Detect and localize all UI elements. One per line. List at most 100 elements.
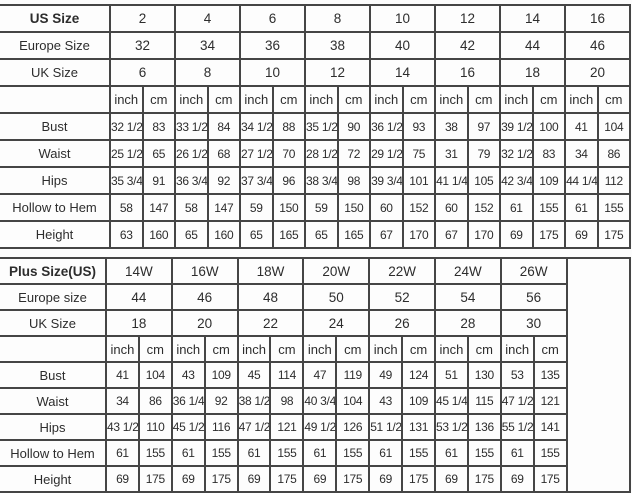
measurement-row: Hips 43 1/2 110 45 1/2 116 47 1/2 121 49 1/2 126… [0, 413, 630, 441]
unit-header-cell: cm [203, 335, 239, 363]
measurement-inch-cell: 61 [499, 193, 534, 222]
measurement-label: Bust [0, 361, 107, 389]
measurement-cm-cell: 116 [203, 413, 239, 441]
measurement-inch-cell: 47 1/2 [499, 387, 535, 415]
measurement-cm-cell: 175 [532, 465, 568, 493]
measurement-cm-cell: 114 [269, 361, 305, 389]
measurement-cm-cell: 70 [271, 139, 307, 168]
measurement-cm-cell: 147 [141, 193, 177, 222]
unit-header-cell: cm [466, 85, 502, 114]
measurement-inch-cell: 69 [170, 465, 206, 493]
europe-size-cell: 34 [174, 31, 242, 60]
measurement-inch-cell: 65 [174, 220, 209, 249]
measurement-cm-cell: 130 [466, 361, 502, 389]
measurement-cm-cell: 155 [401, 439, 436, 467]
measurement-cm-cell: 101 [401, 166, 437, 195]
uk-size-cell: 10 [239, 58, 307, 87]
measurement-inch-cell: 29 1/2 [369, 139, 404, 168]
europe-size-cell: 38 [304, 31, 372, 60]
uk-size-cell: 14 [369, 58, 437, 87]
measurement-cm-cell: 175 [269, 465, 305, 493]
europe-size-cell: 32 [108, 31, 177, 60]
size-header-cell: 14 [499, 4, 567, 33]
europe-size-row: Europe size 44 46 48 50 52 54 56 [0, 283, 630, 311]
measurement-inch-cell: 65 [239, 220, 274, 249]
unit-header-row: inch cm inch cm inch cm inch cm inch cm inch cm inch… [0, 335, 630, 363]
measurement-inch-cell: 43 [170, 361, 206, 389]
size-header-cell: 14W [105, 257, 173, 285]
measurement-cm-cell: 160 [141, 220, 177, 249]
unit-header-cell: inch [499, 335, 535, 363]
measurement-cm-cell: 155 [466, 439, 502, 467]
unit-header-cell: inch [109, 85, 144, 114]
size-header-cell: 22W [368, 257, 436, 285]
measurement-inch-cell: 60 [434, 193, 469, 222]
measurement-inch-cell: 36 1/2 [369, 112, 404, 141]
europe-size-label: Europe size [0, 283, 107, 311]
measurement-cm-cell: 75 [401, 139, 437, 168]
measurement-inch-cell: 31 [434, 139, 469, 168]
uk-size-cell: 22 [236, 309, 305, 337]
measurement-cm-cell: 97 [466, 112, 502, 141]
europe-size-cell: 48 [236, 283, 305, 311]
size-system-label: US Size [0, 4, 111, 33]
us-size-table: US Size 2 4 6 8 10 12 14 16 Europe Size 32 34 36 38 40… [0, 4, 632, 249]
empty-column [565, 257, 631, 493]
measurement-inch-cell: 69 [236, 465, 272, 493]
measurement-cm-cell: 175 [401, 465, 436, 493]
measurement-inch-cell: 36 1/4 [170, 387, 206, 415]
size-header-cell: 4 [174, 4, 242, 33]
measurement-cm-cell: 152 [466, 193, 502, 222]
measurement-row: Hollow to Hem 58 147 58 147 59 150 59 150 60 152 60… [0, 193, 632, 222]
uk-size-cell: 8 [174, 58, 242, 87]
measurement-cm-cell: 72 [336, 139, 372, 168]
measurement-inch-cell: 61 [564, 193, 599, 222]
unit-header-cell: inch [564, 85, 599, 114]
measurement-inch-cell: 41 [564, 112, 599, 141]
europe-size-cell: 52 [368, 283, 436, 311]
measurement-cm-cell: 96 [271, 166, 307, 195]
measurement-inch-cell: 69 [499, 465, 535, 493]
measurement-inch-cell: 35 3/4 [109, 166, 144, 195]
europe-size-cell: 44 [105, 283, 173, 311]
measurement-inch-cell: 67 [434, 220, 469, 249]
measurement-inch-cell: 28 1/2 [304, 139, 339, 168]
unit-header-cell: cm [271, 85, 307, 114]
unit-header-cell: inch [369, 85, 404, 114]
europe-size-cell: 50 [302, 283, 371, 311]
measurement-inch-cell: 34 [564, 139, 599, 168]
measurement-inch-cell: 61 [368, 439, 404, 467]
measurement-cm-cell: 155 [531, 193, 567, 222]
measurement-cm-cell: 150 [271, 193, 307, 222]
uk-size-cell: 16 [434, 58, 502, 87]
measurement-inch-cell: 53 [499, 361, 535, 389]
europe-size-cell: 56 [499, 283, 568, 311]
measurement-cm-cell: 175 [466, 465, 502, 493]
measurement-label: Hollow to Hem [0, 193, 111, 222]
measurement-cm-cell: 112 [596, 166, 632, 195]
measurement-inch-cell: 69 [302, 465, 338, 493]
unit-header-cell: cm [401, 335, 436, 363]
measurement-inch-cell: 34 [105, 387, 140, 415]
measurement-inch-cell: 61 [433, 439, 469, 467]
europe-size-cell: 46 [564, 31, 632, 60]
europe-size-row: Europe Size 32 34 36 38 40 42 44 46 [0, 31, 632, 60]
unit-header-cell: cm [466, 335, 502, 363]
measurement-cm-cell: 92 [206, 166, 242, 195]
size-header-cell: 24W [433, 257, 502, 285]
unit-header-cell: cm [269, 335, 305, 363]
measurement-inch-cell: 38 [434, 112, 469, 141]
measurement-inch-cell: 61 [499, 439, 535, 467]
measurement-cm-cell: 100 [531, 112, 567, 141]
measurement-inch-cell: 41 [105, 361, 140, 389]
europe-size-cell: 40 [369, 31, 437, 60]
measurement-label: Height [0, 465, 107, 493]
uk-size-cell: 6 [108, 58, 177, 87]
measurement-cm-cell: 124 [401, 361, 436, 389]
size-header-cell: 10 [369, 4, 437, 33]
unit-header-cell: cm [531, 85, 567, 114]
measurement-cm-cell: 93 [401, 112, 437, 141]
measurement-inch-cell: 69 [433, 465, 469, 493]
size-header-cell: 12 [434, 4, 502, 33]
measurement-inch-cell: 69 [105, 465, 140, 493]
